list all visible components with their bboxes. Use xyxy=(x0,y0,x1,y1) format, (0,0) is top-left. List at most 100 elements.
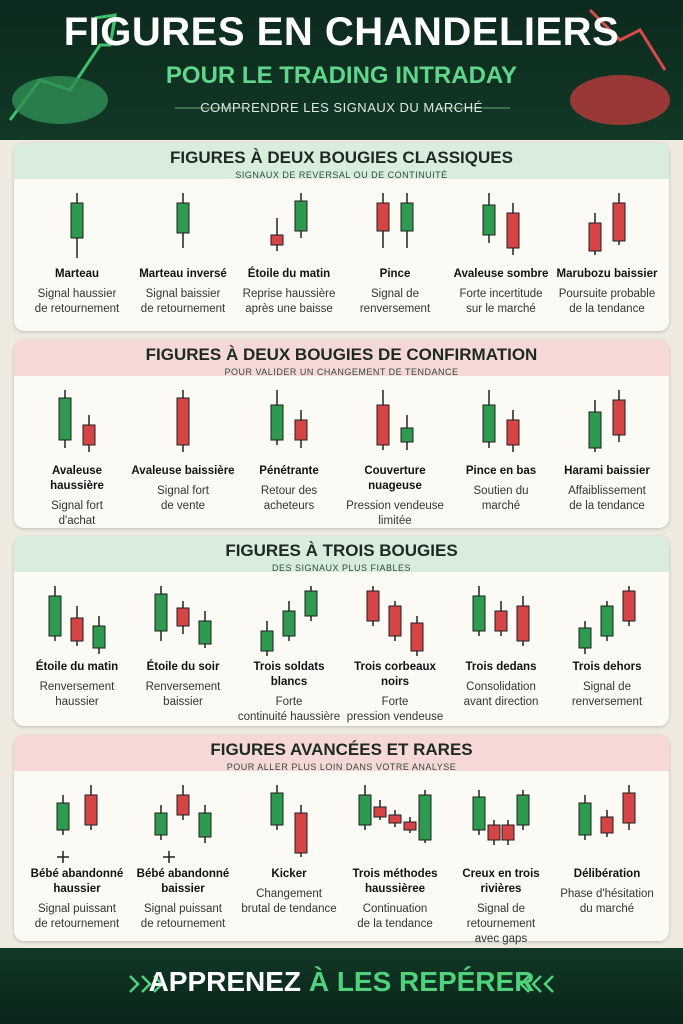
pattern: Creux en trois rivières Signal de retourn… xyxy=(448,867,554,947)
header: FIGURES EN CHANDELIERS POUR LE TRADING I… xyxy=(0,0,683,140)
pattern-name: Bébé abandonné haussier xyxy=(30,868,124,895)
pattern-name: Avaleuse sombre xyxy=(453,268,549,280)
candle-body xyxy=(358,794,372,826)
pattern: Étoile du matin Renversement haussier xyxy=(24,660,130,710)
pattern-description: Forte continuité haussière xyxy=(237,696,341,723)
candle-body xyxy=(410,622,424,652)
pattern-description: Renversement haussier xyxy=(39,681,115,708)
section-card: FIGURES À TROIS BOUGIES DES SIGNAUX PLUS … xyxy=(14,536,669,726)
candle-body xyxy=(418,794,432,841)
pattern-description: Forte incertitude sur le marché xyxy=(459,288,543,315)
pattern: Bébé abandonné baissier Signal puissant d… xyxy=(130,867,236,932)
candle-body xyxy=(154,812,168,836)
candle-body xyxy=(198,620,212,645)
candle-body xyxy=(506,212,520,249)
pattern-name: Avaleuse haussière xyxy=(50,465,104,492)
pattern-description: Consolidation avant direction xyxy=(463,681,539,708)
candle-body xyxy=(472,796,486,831)
candle-body xyxy=(366,590,380,622)
pattern: Trois dedans Consolidation avant directio… xyxy=(448,660,554,710)
footer-arrows xyxy=(129,975,554,993)
pattern-description: Signal fort d'achat xyxy=(51,500,103,527)
pattern-name: Trois dedans xyxy=(465,661,537,673)
pattern-description: Phase d'hésitation du marché xyxy=(560,888,654,915)
plus-mark xyxy=(57,851,69,863)
candle-body xyxy=(176,607,190,627)
candle-body xyxy=(494,610,508,632)
pattern-description: Changement brutal de tendance xyxy=(241,888,337,915)
candle-body xyxy=(578,627,592,649)
pattern: Étoile du matin Reprise haussière après u… xyxy=(236,267,342,317)
pattern: Harami baissier Affaiblissement de la ten… xyxy=(554,464,660,514)
pattern-name: Avaleuse baissière xyxy=(131,465,235,477)
candle-body xyxy=(70,617,84,642)
candle-body xyxy=(578,802,592,836)
candles xyxy=(58,390,626,452)
pattern: Marteau inversé Signal baissier de retour… xyxy=(130,267,236,317)
candle-body xyxy=(294,419,308,441)
pattern: Kicker Changement brutal de tendance xyxy=(236,867,342,917)
pattern-name: Trois méthodes haussièree xyxy=(352,868,438,895)
section-title: FIGURES AVANCÉES ET RARES xyxy=(210,740,473,759)
pattern-name: Marteau xyxy=(54,268,100,280)
candles xyxy=(48,586,636,656)
pattern-name: Marteau inversé xyxy=(139,268,227,280)
candle-body xyxy=(376,404,390,446)
candle-body xyxy=(612,399,626,436)
pattern-name: Trois dehors xyxy=(572,661,642,673)
section-subtitle: POUR VALIDER UN CHANGEMENT DE TENDANCE xyxy=(224,367,459,377)
pattern-description: Poursuite probable de la tendance xyxy=(558,288,656,315)
candle-body xyxy=(588,222,602,252)
candle-body xyxy=(294,812,308,854)
pattern-description: Signal baissier de retournement xyxy=(140,288,226,315)
pattern-name: Pénétrante xyxy=(259,465,319,477)
candle-body xyxy=(92,625,106,649)
pattern-description: Signal de renversement xyxy=(571,681,643,708)
pattern-name: Bébé abandonné baissier xyxy=(136,868,230,895)
candle-body xyxy=(501,824,515,841)
pattern-description: Soutien du marché xyxy=(473,485,529,512)
pattern: Pénétrante Retour des acheteurs xyxy=(236,464,342,514)
candle-body xyxy=(403,821,417,831)
candle-body xyxy=(56,802,70,831)
section-card: FIGURES À DEUX BOUGIES DE CONFIRMATION PO… xyxy=(14,340,669,528)
pattern-name: Étoile du matin xyxy=(247,268,331,280)
candle-body xyxy=(400,427,414,443)
candles xyxy=(70,193,626,258)
pattern-description: Signal de renversement xyxy=(359,288,431,315)
section-card: FIGURES AVANCÉES ET RARES POUR ALLER PLUS… xyxy=(14,735,669,945)
candle-body xyxy=(82,424,96,446)
pattern: Couverture nuageuse Pression vendeuse lim… xyxy=(342,464,448,529)
pattern-description: Reprise haussière après une baisse xyxy=(242,288,336,315)
section-band xyxy=(14,735,669,771)
candle-body xyxy=(600,605,614,637)
candle-body xyxy=(70,202,84,239)
candle-body xyxy=(400,202,414,232)
pattern: Délibération Phase d'hésitation du marché xyxy=(554,867,660,917)
candle-body xyxy=(198,812,212,838)
pattern: Bébé abandonné haussier Signal puissant d… xyxy=(24,867,130,932)
section-card: FIGURES À DEUX BOUGIES CLASSIQUES SIGNAUX… xyxy=(14,143,669,331)
pattern: Trois méthodes haussièree Continuation de… xyxy=(342,867,448,932)
title: FIGURES EN CHANDELIERS xyxy=(63,10,620,54)
pattern-name: Étoile du matin xyxy=(35,661,119,673)
candle-body xyxy=(270,404,284,441)
section-subtitle: DES SIGNAUX PLUS FIABLES xyxy=(271,563,412,573)
candle-body xyxy=(154,593,168,632)
pattern-description: Pression vendeuse limitée xyxy=(346,500,444,527)
footer-text: APPRENEZ À LES REPÉRER xyxy=(0,966,683,998)
section-band xyxy=(14,340,669,376)
pattern: Pince en bas Soutien du marché xyxy=(448,464,554,514)
pattern-name: Délibération xyxy=(573,868,641,880)
candle-body xyxy=(622,590,636,622)
pattern-name: Trois corbeaux noirs xyxy=(354,661,436,688)
candle-body xyxy=(176,794,190,816)
pattern-name: Kicker xyxy=(271,868,307,880)
pattern-description: Signal fort de vente xyxy=(157,485,209,512)
candle-body xyxy=(600,816,614,834)
pattern-description: Retour des acheteurs xyxy=(260,485,318,512)
candle-body xyxy=(472,595,486,632)
pattern-name: Harami baissier xyxy=(564,465,650,477)
pattern-description: Signal puissant de retournement xyxy=(34,903,120,930)
